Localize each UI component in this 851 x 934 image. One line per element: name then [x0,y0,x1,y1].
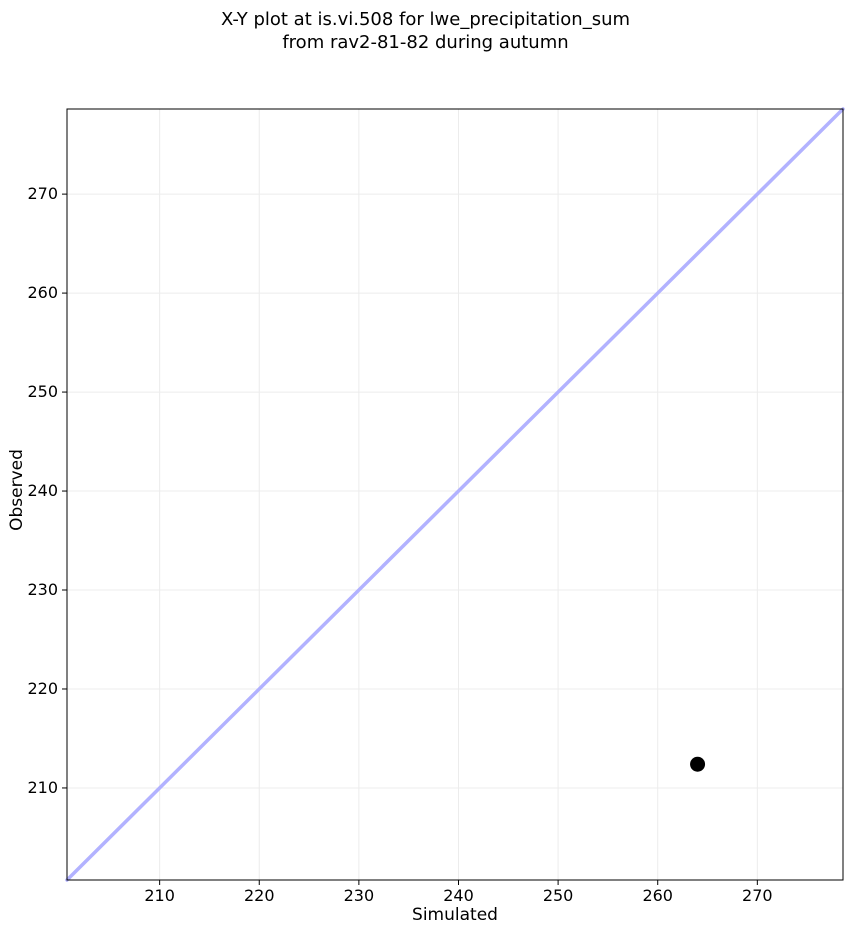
chart-title-line1: X-Y plot at is.vi.508 for lwe_precipitat… [220,9,631,30]
x-tick-label: 240 [443,886,474,905]
chart-title-line2: from rav2-81-82 during autumn [282,32,569,53]
y-tick-label: 250 [27,382,58,401]
x-tick-label: 210 [144,886,175,905]
data-point [690,756,706,772]
y-tick-label: 240 [27,481,58,500]
plot-border [66,108,844,881]
x-tick-label: 270 [742,886,773,905]
y-tick-label: 210 [27,778,58,797]
x-tick-label: 230 [344,886,375,905]
y-tick-label: 230 [27,580,58,599]
identity-line [65,107,845,882]
y-tick-label: 220 [27,679,58,698]
x-tick-label: 260 [642,886,673,905]
x-tick-label: 250 [543,886,574,905]
y-tick-label: 260 [27,283,58,302]
y-axis-label: Observed [7,449,27,531]
x-axis-label: Simulated [412,905,498,925]
x-tick-label: 220 [244,886,275,905]
chart-title: X-Y plot at is.vi.508 for lwe_precipitat… [0,8,851,54]
y-tick-label: 270 [27,184,58,203]
